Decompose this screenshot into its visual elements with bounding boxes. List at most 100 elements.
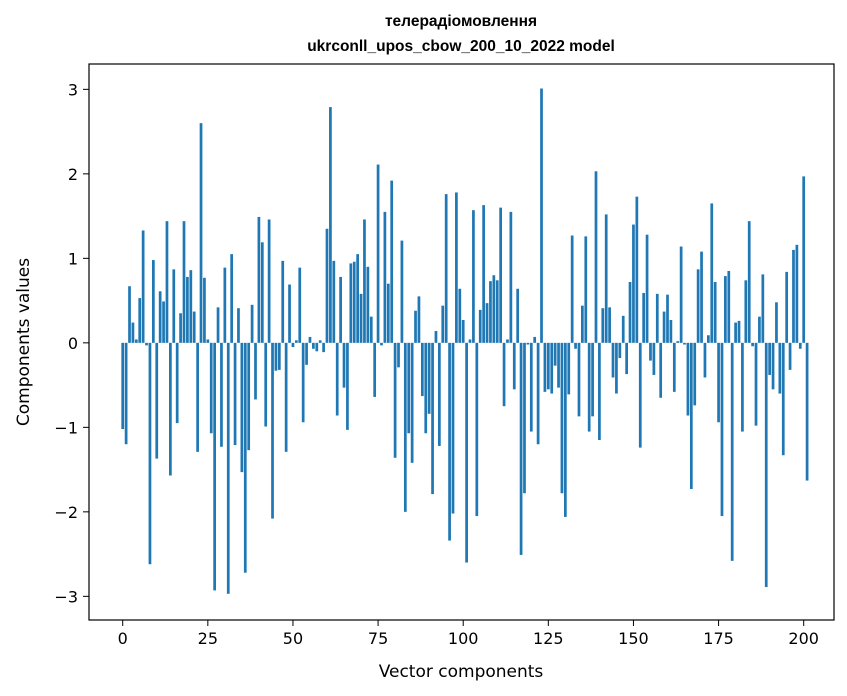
bar-136 (584, 236, 588, 343)
bar-74 (373, 342, 377, 397)
bar-131 (567, 342, 571, 395)
bar-84 (407, 342, 411, 434)
bar-142 (604, 214, 608, 343)
bar-34 (237, 308, 240, 343)
bar-88 (420, 342, 424, 397)
bar-181 (737, 320, 741, 343)
bar-78 (386, 283, 390, 343)
bar-151 (635, 196, 639, 343)
bar-69 (356, 254, 360, 343)
bar-72 (366, 266, 370, 343)
bar-87 (417, 296, 421, 343)
bar-166 (686, 342, 690, 416)
bar-108 (489, 281, 492, 343)
bar-154 (645, 234, 649, 343)
x-tick-label: 100 (448, 629, 479, 648)
bar-45 (274, 342, 278, 371)
bar-48 (284, 342, 288, 452)
bar-128 (557, 342, 560, 388)
bar-23 (199, 123, 203, 343)
bar-90 (427, 342, 431, 414)
bar-98 (455, 192, 458, 343)
bar-147 (621, 315, 625, 343)
bar-160 (666, 294, 669, 343)
x-tick-label: 75 (368, 629, 388, 648)
bar-153 (642, 292, 646, 343)
bar-117 (519, 342, 523, 555)
bar-187 (758, 316, 761, 343)
bar-107 (485, 303, 489, 343)
x-tick-label: 200 (788, 629, 819, 648)
bar-116 (516, 288, 520, 343)
bar-85 (410, 342, 414, 463)
bar-19 (186, 276, 189, 343)
bar-162 (672, 342, 676, 392)
y-tick-label: −1 (54, 418, 78, 437)
bar-61 (329, 107, 332, 343)
bar-156 (652, 342, 656, 375)
bar-195 (785, 271, 789, 343)
bar-100 (461, 320, 465, 343)
bar-2 (128, 286, 131, 343)
y-tick-label: −3 (54, 587, 78, 606)
bar-49 (288, 284, 291, 343)
bar-123 (540, 88, 543, 343)
bar-16 (175, 342, 179, 424)
bar-64 (339, 276, 342, 343)
bar-44 (271, 342, 274, 519)
bar-89 (424, 342, 428, 434)
bar-165 (683, 342, 686, 345)
bar-167 (689, 342, 693, 490)
bar-38 (250, 304, 254, 343)
bar-83 (403, 342, 407, 512)
x-tick-label: 50 (283, 629, 303, 648)
bar-37 (247, 342, 251, 451)
bar-41 (260, 242, 264, 343)
bar-138 (591, 342, 594, 417)
bar-114 (509, 211, 513, 343)
bar-148 (625, 342, 628, 375)
bar-141 (601, 308, 605, 343)
bar-8 (148, 342, 152, 565)
x-tick-label: 25 (198, 629, 218, 648)
bar-13 (165, 221, 169, 343)
bar-194 (781, 342, 785, 456)
bar-183 (744, 280, 748, 343)
bar-28 (216, 307, 220, 343)
bar-198 (795, 244, 799, 343)
bar-11 (158, 291, 162, 343)
bar-32 (230, 254, 234, 343)
bar-22 (196, 342, 199, 452)
bar-133 (574, 342, 577, 349)
bar-105 (478, 309, 482, 343)
bar-112 (502, 342, 506, 407)
bar-130 (563, 342, 567, 517)
bar-193 (778, 342, 782, 394)
bar-68 (352, 261, 356, 343)
bar-56 (312, 342, 315, 349)
bar-54 (305, 342, 308, 365)
bar-200 (802, 176, 806, 343)
bar-14 (169, 342, 172, 476)
bar-158 (659, 342, 663, 398)
bar-96 (448, 342, 451, 541)
x-tick-label: 0 (118, 629, 128, 648)
bar-47 (281, 260, 285, 343)
bar-52 (298, 267, 302, 343)
bar-172 (707, 335, 710, 343)
bar-4 (134, 339, 138, 343)
bar-177 (724, 276, 727, 343)
bar-35 (240, 342, 244, 473)
bar-103 (472, 210, 475, 343)
bar-58 (318, 340, 322, 343)
bar-118 (523, 342, 526, 494)
bar-92 (434, 331, 438, 343)
bar-42 (264, 342, 268, 427)
bar-191 (771, 342, 775, 390)
bar-176 (720, 342, 724, 517)
bar-201 (805, 342, 809, 481)
bar-66 (346, 342, 349, 430)
bar-31 (226, 342, 230, 594)
bar-73 (369, 316, 373, 343)
